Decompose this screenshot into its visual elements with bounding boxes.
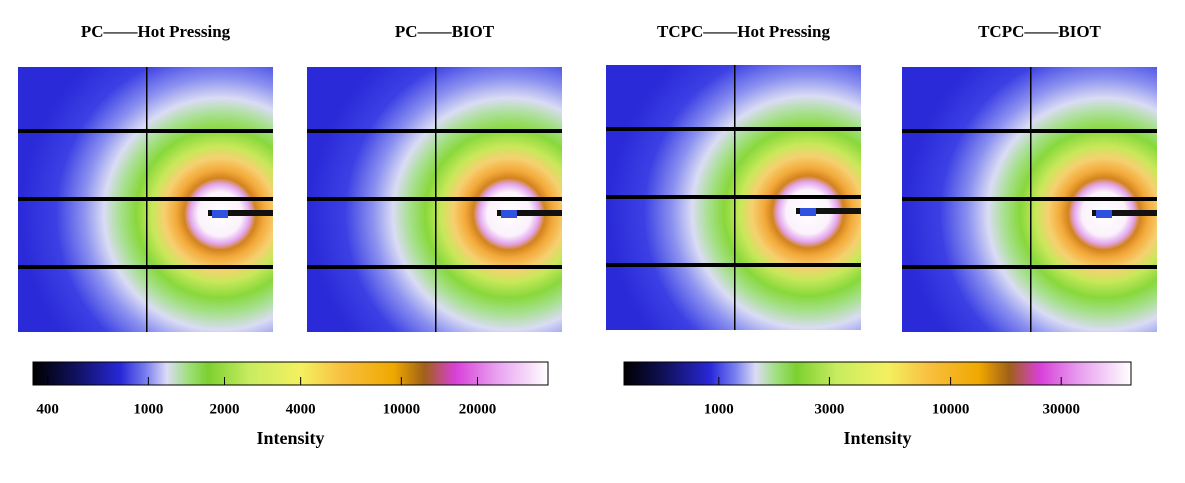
- beam-center: [212, 210, 228, 218]
- beam-stop: [208, 210, 273, 216]
- detector-gap: [18, 197, 273, 201]
- tick-label: 20000: [459, 401, 497, 417]
- colorbar-label: Intensity: [256, 428, 324, 448]
- detector-image: [18, 67, 273, 332]
- tick-label: 400: [36, 401, 59, 417]
- panel-title: TCPC——Hot Pressing: [657, 22, 830, 41]
- detector-gap: [606, 195, 861, 199]
- detector-gap: [902, 265, 1157, 269]
- detector-gap: [307, 265, 562, 269]
- tick-label: 2000: [209, 401, 239, 417]
- colorbar: [32, 361, 549, 386]
- tick-label: 10000: [383, 401, 421, 417]
- beam-center: [800, 208, 816, 216]
- detector-image: [902, 67, 1157, 332]
- beam-stop: [796, 208, 861, 214]
- tick-label: 1000: [133, 401, 163, 417]
- beam-stop: [1092, 210, 1157, 216]
- detector-gap: [307, 129, 562, 133]
- detector-image: [307, 67, 562, 332]
- beam-center: [501, 210, 517, 218]
- detector-gap: [606, 263, 861, 267]
- detector-gap: [606, 127, 861, 131]
- colorbar: [623, 361, 1132, 386]
- tick-label: 3000: [814, 401, 844, 417]
- tick-label: 30000: [1042, 401, 1080, 417]
- detector-image: [606, 65, 861, 330]
- tick-label: 4000: [286, 401, 316, 417]
- beam-stop: [497, 210, 562, 216]
- panel-title: PC——BIOT: [395, 22, 495, 41]
- detector-gap: [902, 129, 1157, 133]
- tick-label: 1000: [704, 401, 734, 417]
- colorbar-label: Intensity: [843, 428, 911, 448]
- detector-gap: [146, 67, 148, 332]
- beam-center: [1096, 210, 1112, 218]
- detector-gap: [18, 129, 273, 133]
- detector-gap: [18, 265, 273, 269]
- tick-label: 10000: [932, 401, 970, 417]
- panel-title: PC——Hot Pressing: [81, 22, 231, 41]
- detector-gap: [307, 197, 562, 201]
- detector-gap: [902, 197, 1157, 201]
- detector-gap: [1030, 67, 1032, 332]
- detector-gap: [734, 65, 736, 330]
- detector-gap: [435, 67, 437, 332]
- panel-title: TCPC——BIOT: [978, 22, 1101, 41]
